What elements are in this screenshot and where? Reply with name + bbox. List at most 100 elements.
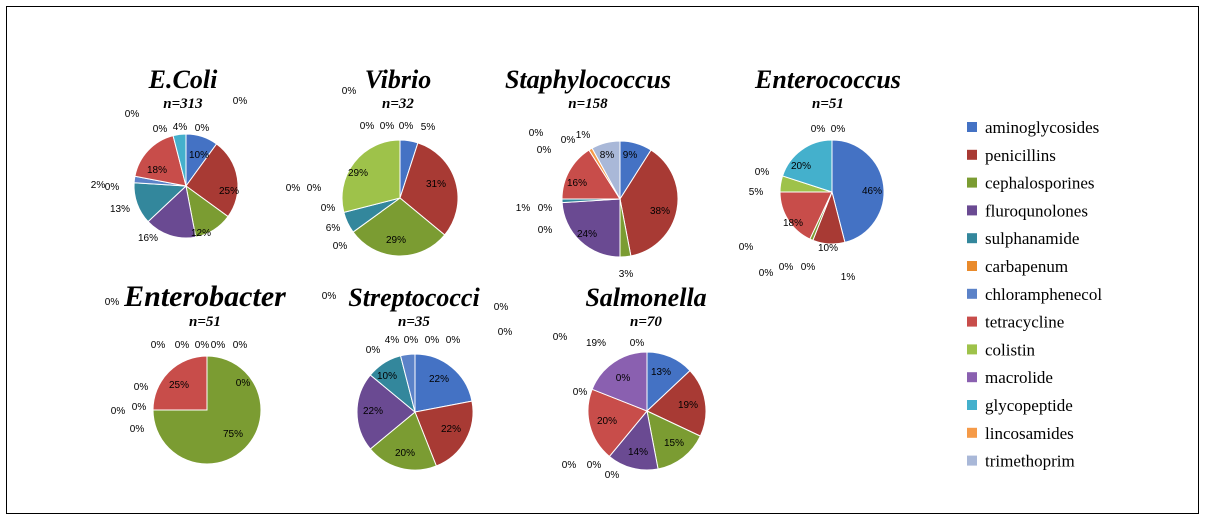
pie-chart-enterococcus: Enterococcus n=51 46% 10% 1% 0% 0% 0% 0% 18% 5% 0% 2… xyxy=(739,65,901,283)
data-label-cephalosporines: 3% xyxy=(619,269,634,280)
data-label-carbapenum: 0% xyxy=(175,340,190,351)
data-label-chloramphenecol: 0% xyxy=(538,225,553,236)
chart-subtitle: n=313 xyxy=(163,96,203,112)
data-label-aminoglycosides: 46% xyxy=(862,186,882,197)
data-label-carbapenum: 0% xyxy=(321,203,336,214)
data-label-trimethoprim: 0% xyxy=(233,96,248,107)
chart-title: Streptococci xyxy=(348,283,480,312)
data-label-penicillins: 19% xyxy=(678,400,698,411)
data-label-lincosamides: 0% xyxy=(399,121,414,132)
data-label-macrolide: 0% xyxy=(132,402,147,413)
legend-item-colistin: colistin xyxy=(967,340,1036,359)
data-label-tetracycline: 18% xyxy=(147,165,167,176)
legend-swatch xyxy=(967,288,977,299)
legend-label: colistin xyxy=(985,340,1036,359)
chart-title: Staphylococcus xyxy=(505,65,671,94)
data-label-trimethoprim: 0% xyxy=(831,124,846,135)
data-label-trimethoprim: 0% xyxy=(616,373,631,384)
chart-title: Salmonella xyxy=(585,283,706,312)
legend-swatch xyxy=(967,427,977,438)
pie-slice-trimethoprim xyxy=(591,140,621,200)
legend-label: glycopeptide xyxy=(985,396,1073,415)
data-label-sulphanamide: 10% xyxy=(377,371,397,382)
chart-title: Enterobacter xyxy=(123,280,286,313)
pie-slice-glycopeptide xyxy=(781,139,833,193)
data-label-aminoglycosides: 13% xyxy=(651,367,671,378)
data-label-fluroqunolones: 14% xyxy=(628,447,648,458)
data-label-carbapenum: 0% xyxy=(587,460,602,471)
legend-item-sulphanamide: sulphanamide xyxy=(967,229,1079,248)
data-label-fluroqunolones: 24% xyxy=(577,229,597,240)
data-label-tetracycline: 20% xyxy=(597,416,617,427)
legend-label: chloramphenecol xyxy=(985,285,1102,304)
data-label-penicillins: 25% xyxy=(219,186,239,197)
data-label-sulphanamide: 0% xyxy=(605,470,620,481)
data-label-tetracycline: 0% xyxy=(404,335,419,346)
pie-slice-penicillins xyxy=(414,400,474,467)
legend-label: fluroqunolones xyxy=(985,201,1088,220)
chart-subtitle: n=32 xyxy=(382,96,414,112)
pie-slice-fluroqunolones xyxy=(608,409,659,471)
pie-chart-streptococci: Streptococci n=35 22% 22% 20% 22% 10% 0% 4% 0% 0% 0… xyxy=(322,283,513,471)
pie-slice-fluroqunolones xyxy=(356,374,416,450)
legend-swatch xyxy=(967,261,977,271)
data-label-macrolide: 0% xyxy=(153,124,168,135)
pie-slice-cephalosporines xyxy=(369,411,437,471)
data-label-chloramphenecol: 0% xyxy=(307,183,322,194)
legend-label: penicillins xyxy=(985,146,1056,165)
legend: aminoglycosides penicillins cephalosporine… xyxy=(967,118,1102,471)
legend-item-macrolide: macrolide xyxy=(967,368,1053,387)
data-label-colistin: 0% xyxy=(134,382,149,393)
legend-item-tetracycline: tetracycline xyxy=(967,313,1064,332)
data-label-chloramphenecol: 0% xyxy=(739,242,754,253)
data-label-fluroqunolones: 16% xyxy=(138,233,158,244)
data-label-colistin: 0% xyxy=(425,335,440,346)
pie-slice-colistin xyxy=(341,139,401,214)
data-label-carbapenum: 0% xyxy=(105,182,120,193)
data-label-carbapenum: 0% xyxy=(759,268,774,279)
data-label-cephalosporines: 1% xyxy=(841,272,856,283)
chart-subtitle: n=35 xyxy=(398,314,430,330)
pie-chart-vibrio: Vibrio n=32 5% 31% 29% 0% 6% 0% 0% 0% 29% 0% 0% 0% 0% xyxy=(286,65,459,257)
data-label-macrolide: 0% xyxy=(360,121,375,132)
data-label-tetracycline: 18% xyxy=(783,218,803,229)
data-label-glycopeptide: 4% xyxy=(173,122,188,133)
legend-swatch xyxy=(967,122,977,132)
data-label-colistin: 29% xyxy=(348,168,368,179)
data-label-sulphanamide: 1% xyxy=(516,203,531,214)
legend-item-chloramphenecol: chloramphenecol xyxy=(967,285,1102,304)
data-label-aminoglycosides: 22% xyxy=(429,374,449,385)
pie-slice-tetracycline xyxy=(152,355,208,411)
data-label-colistin: 0% xyxy=(125,109,140,120)
data-label-trimethoprim: 0% xyxy=(322,291,337,302)
chart-title: Enterococcus xyxy=(754,65,901,94)
data-label-penicillins: 10% xyxy=(818,243,838,254)
data-label-tetracycline: 0% xyxy=(286,183,301,194)
legend-swatch xyxy=(967,372,977,383)
data-label-colistin: 5% xyxy=(749,187,764,198)
data-label-tetracycline: 25% xyxy=(169,380,189,391)
data-label-lincosamides: 0% xyxy=(553,332,568,343)
data-label-cephalosporines: 15% xyxy=(664,438,684,449)
data-label-penicillins: 0% xyxy=(233,340,248,351)
data-label-aminoglycosides: 5% xyxy=(421,122,436,133)
data-label-lincosamides: 0% xyxy=(195,123,210,134)
data-label-carbapenum: 0% xyxy=(498,327,513,338)
data-label-sulphanamide: 13% xyxy=(110,204,130,215)
data-label-tetracycline: 16% xyxy=(567,178,587,189)
data-label-trimethoprim: 0% xyxy=(342,86,357,97)
legend-label: lincosamides xyxy=(985,424,1074,443)
chart-subtitle: n=51 xyxy=(812,96,844,112)
chart-subtitle: n=70 xyxy=(630,314,662,330)
pie-slice-cephalosporines xyxy=(646,410,702,470)
pie-chart-enterobacter: Enterobactern=510%0%75%0%0%0%0%25%0%0%0%… xyxy=(105,280,286,465)
data-label-glycopeptide: 0% xyxy=(111,406,126,417)
legend-swatch xyxy=(967,233,977,244)
data-label-penicillins: 38% xyxy=(650,206,670,217)
pie-slice-penicillins xyxy=(185,143,239,218)
pie-slice-penicillins xyxy=(646,369,707,437)
data-label-macrolide: 0% xyxy=(755,167,770,178)
figure-frame xyxy=(6,6,1199,514)
legend-item-cephalosporines: cephalosporines xyxy=(967,174,1095,193)
